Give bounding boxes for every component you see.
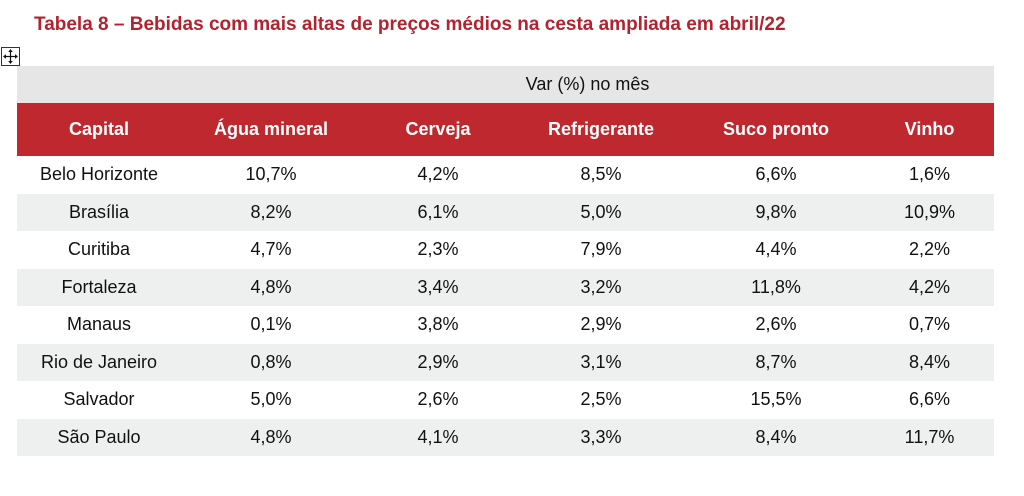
- table-cell: 0,8%: [181, 343, 361, 381]
- table-cell: 1,6%: [909, 164, 951, 185]
- table-cell: São Paulo: [17, 418, 181, 456]
- table-row: São Paulo 4,8% 4,1% 3,3% 8,4% 11,7%: [17, 418, 995, 456]
- column-header-suco-pronto: Suco pronto: [687, 103, 865, 156]
- table-cell: 4,2%: [417, 164, 459, 185]
- table-row: Rio de Janeiro 0,8% 2,9% 3,1% 8,7% 8,4%: [17, 343, 995, 381]
- table-cell: 4,8%: [181, 268, 361, 306]
- table-cell: Curitiba: [67, 239, 131, 260]
- column-header-cerveja: Cerveja: [361, 103, 515, 156]
- table-cell: 8,2%: [181, 193, 361, 231]
- table-cell: 0,7%: [909, 314, 951, 335]
- table-cell: 2,2%: [909, 239, 951, 260]
- table-cell: 4,8%: [181, 418, 361, 456]
- move-arrows-icon[interactable]: [1, 47, 20, 66]
- table-cell: 2,3%: [417, 239, 459, 260]
- table-cell: 2,6%: [417, 389, 459, 410]
- table-cell: 8,4%: [687, 418, 865, 456]
- table-cell: 9,8%: [687, 193, 865, 231]
- table-cell: 6,1%: [361, 193, 515, 231]
- table-cell: Fortaleza: [17, 268, 181, 306]
- table-cell: Belo Horizonte: [39, 164, 159, 185]
- table-cell: Manaus: [66, 314, 132, 335]
- table-cell: 8,7%: [687, 343, 865, 381]
- column-header-capital: Capital: [17, 103, 181, 156]
- table-cell: 8,5%: [580, 164, 622, 185]
- table-cell: 3,2%: [515, 268, 687, 306]
- table-cell: 3,4%: [361, 268, 515, 306]
- table-cell: 4,7%: [250, 239, 292, 260]
- group-header-row: Var (%) no mês: [17, 66, 995, 103]
- table-cell: 6,6%: [755, 164, 797, 185]
- group-header-spacer: [17, 66, 181, 103]
- table-cell: 5,0%: [250, 389, 292, 410]
- table-row: Manaus 0,1% 3,8% 2,9% 2,6% 0,7%: [17, 306, 994, 344]
- table-cell: 5,0%: [515, 193, 687, 231]
- price-variation-table: Var (%) no mês Capital Água mineral Cerv…: [17, 66, 995, 456]
- table-cell: 2,6%: [755, 314, 797, 335]
- column-header-refrigerante: Refrigerante: [515, 103, 687, 156]
- table-cell: 4,4%: [755, 239, 797, 260]
- table-cell: 4,2%: [865, 268, 995, 306]
- table-cell: 3,8%: [417, 314, 459, 335]
- table-title: Tabela 8 – Bebidas com mais altas de pre…: [34, 14, 786, 35]
- table-row: Fortaleza 4,8% 3,4% 3,2% 11,8% 4,2%: [17, 268, 995, 306]
- table-cell: 2,5%: [580, 389, 622, 410]
- table-cell: 0,1%: [250, 314, 292, 335]
- table-cell: 7,9%: [580, 239, 622, 260]
- table-cell: 8,4%: [865, 343, 995, 381]
- table-cell: 2,9%: [580, 314, 622, 335]
- column-header-agua-mineral: Água mineral: [181, 103, 361, 156]
- table-cell: 11,8%: [687, 268, 865, 306]
- table-row: Belo Horizonte 10,7% 4,2% 8,5% 6,6% 1,6%: [17, 156, 994, 194]
- table-cell: Salvador: [63, 389, 135, 410]
- table-cell: 11,7%: [865, 418, 995, 456]
- table-cell: 15,5%: [750, 389, 802, 410]
- table-cell: 6,6%: [909, 389, 951, 410]
- group-header: Var (%) no mês: [181, 66, 995, 103]
- column-header-vinho: Vinho: [865, 103, 995, 156]
- table-row: Curitiba 4,7% 2,3% 7,9% 4,4% 2,2%: [17, 231, 994, 269]
- table-cell: 3,3%: [515, 418, 687, 456]
- table-cell: Rio de Janeiro: [17, 343, 181, 381]
- table-cell: 10,9%: [865, 193, 995, 231]
- table-row: Brasília 8,2% 6,1% 5,0% 9,8% 10,9%: [17, 193, 995, 231]
- table-cell: Brasília: [17, 193, 181, 231]
- table-cell: 4,1%: [361, 418, 515, 456]
- table-row: Salvador 5,0% 2,6% 2,5% 15,5% 6,6%: [17, 381, 994, 419]
- table-cell: 10,7%: [245, 164, 297, 185]
- table-cell: 2,9%: [361, 343, 515, 381]
- column-header-row: Capital Água mineral Cerveja Refrigerant…: [17, 103, 995, 156]
- table-cell: 3,1%: [515, 343, 687, 381]
